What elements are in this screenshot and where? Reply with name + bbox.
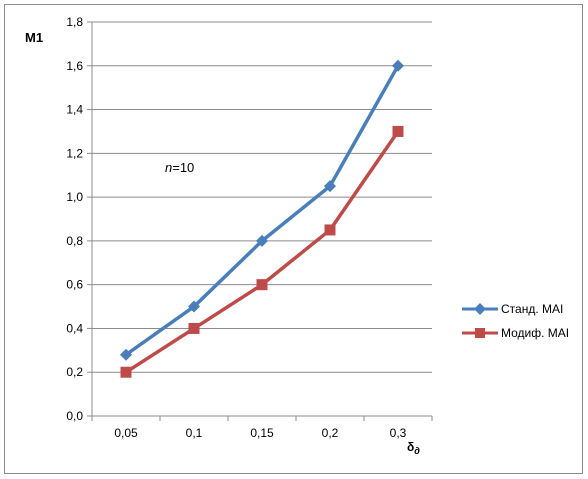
y-axis-label: M1: [25, 30, 43, 45]
legend-item-standard: Станд. MAI: [462, 302, 563, 316]
x-tick-label: 0,05: [114, 426, 138, 440]
data-point-diamond: [392, 59, 404, 72]
axes: [91, 22, 433, 421]
data-point-diamond: [324, 180, 336, 193]
legend-marker-square: [475, 328, 485, 338]
y-tick-label: 1,2: [66, 146, 83, 160]
chart-frame: [4, 4, 583, 474]
data-point-diamond: [256, 234, 268, 247]
series-group: [120, 59, 404, 378]
grid-lines: [87, 21, 432, 417]
y-tick-label: 1,4: [66, 103, 83, 117]
data-point-square: [256, 279, 268, 291]
legend: Станд. MAI Модиф. MAI: [462, 302, 569, 340]
x-tick-label: 0,1: [186, 426, 203, 440]
data-point-square: [324, 224, 336, 236]
annotation-rest: =10: [172, 160, 194, 175]
y-tick-label: 0,6: [66, 278, 83, 292]
data-point-square: [120, 366, 132, 378]
y-tick-label: 1,6: [66, 59, 83, 73]
annotation-italic: n: [165, 160, 172, 175]
x-tick-labels: 0,05 0,1 0,15 0,2 0,3: [114, 426, 406, 440]
legend-label-modified: Модиф. MAI: [501, 326, 569, 340]
annotation-n10: n=10: [165, 160, 194, 175]
y-tick-label: 1,8: [66, 15, 83, 29]
y-tick-label: 0,8: [66, 234, 83, 248]
x-tick-label: 0,3: [390, 426, 407, 440]
x-axis-label: δд: [407, 440, 420, 456]
data-point-diamond: [120, 348, 132, 361]
legend-label-standard: Станд. MAI: [501, 302, 563, 316]
y-tick-labels: 0,0 0,2 0,4 0,6 0,8 1,0 1,2 1,4 1,6 1,8: [66, 15, 83, 423]
annotation-backdrop: [152, 154, 244, 156]
data-point-diamond: [188, 300, 200, 313]
legend-item-modified: Модиф. MAI: [462, 326, 569, 340]
data-point-square: [392, 125, 404, 137]
y-tick-label: 1,0: [66, 190, 83, 204]
x-axis-label-subscript: д: [414, 446, 420, 456]
y-tick-label: 0,0: [66, 409, 83, 423]
x-axis-label-main: δ: [407, 440, 414, 454]
y-tick-label: 0,2: [66, 365, 83, 379]
x-tick-label: 0,15: [250, 426, 274, 440]
x-tick-label: 0,2: [322, 426, 339, 440]
legend-marker-diamond: [474, 303, 486, 315]
y-tick-label: 0,4: [66, 321, 83, 335]
data-point-square: [188, 322, 200, 334]
